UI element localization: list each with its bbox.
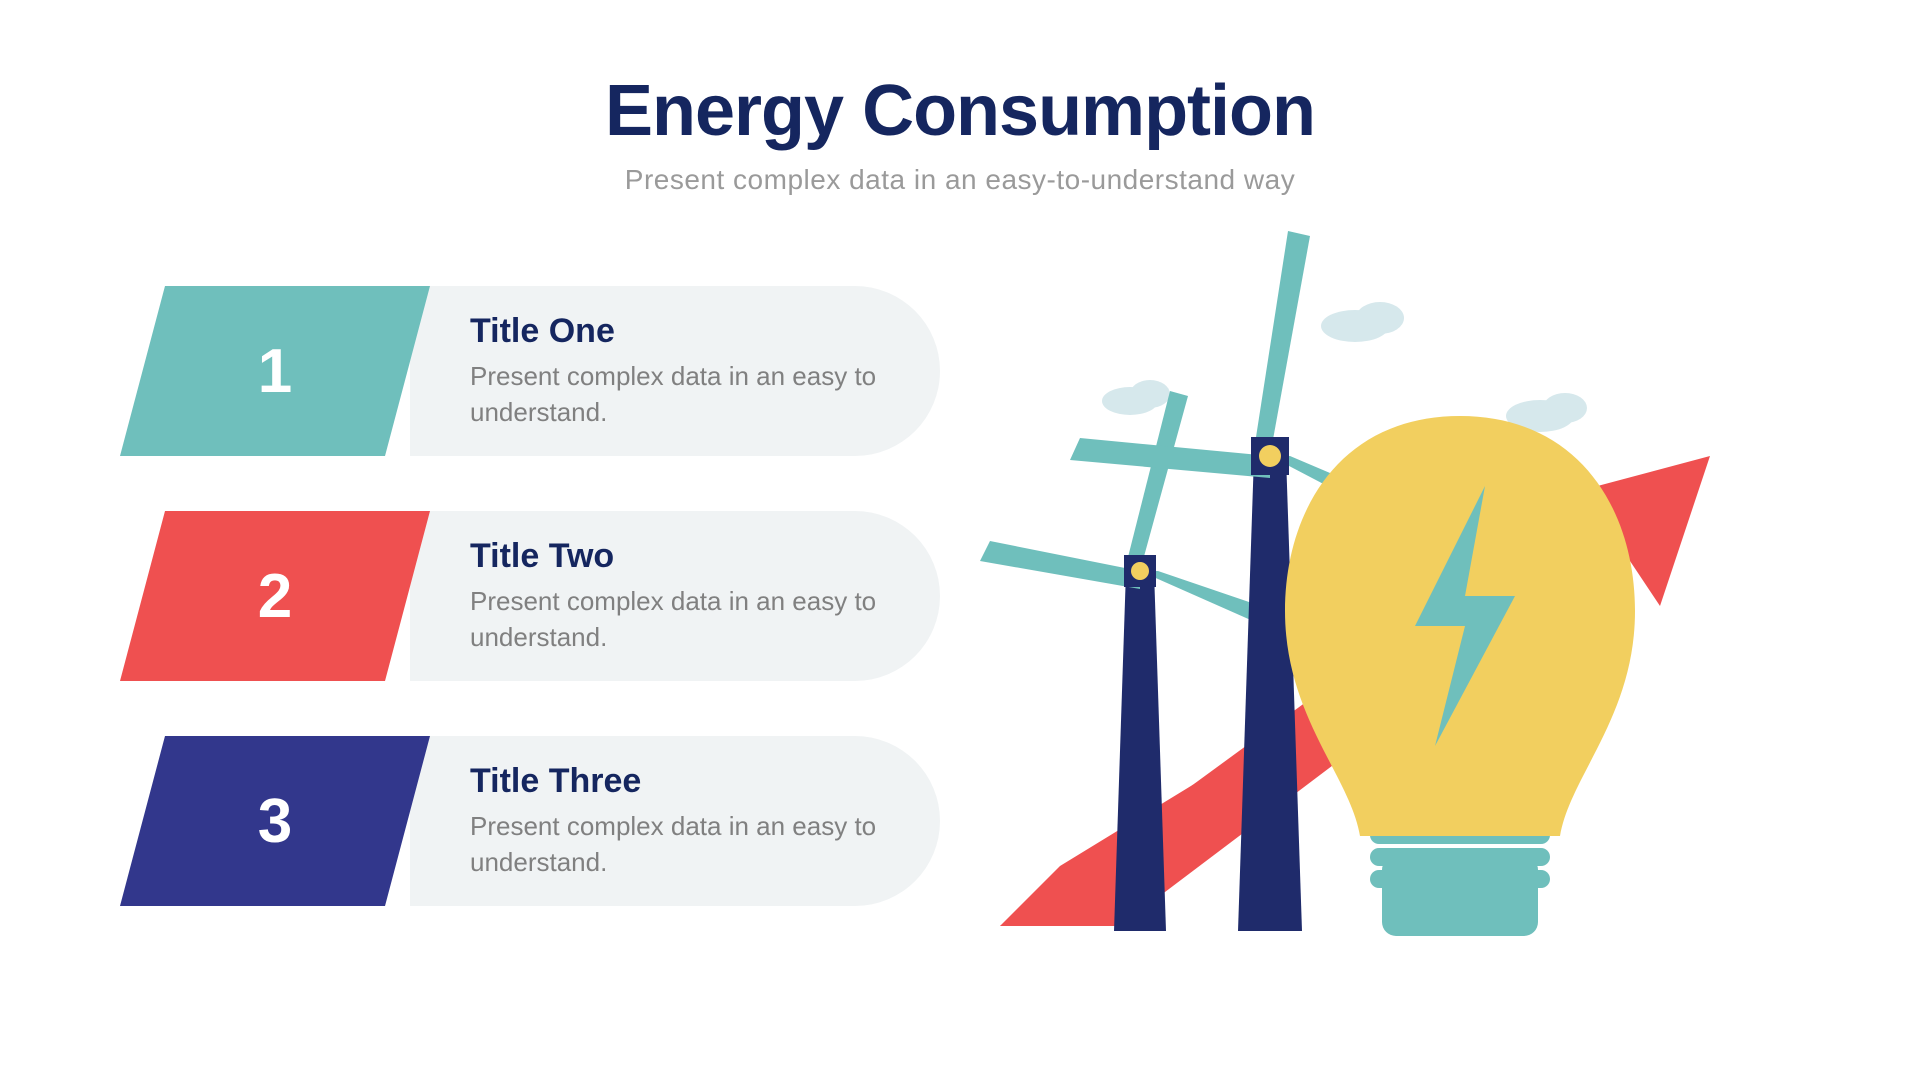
page-title: Energy Consumption bbox=[0, 70, 1920, 152]
content-row: 1 Title One Present complex data in an e… bbox=[0, 286, 1920, 961]
item-number: 1 bbox=[258, 336, 292, 407]
items-column: 1 Title One Present complex data in an e… bbox=[120, 286, 940, 961]
list-item: 2 Title Two Present complex data in an e… bbox=[120, 511, 940, 681]
energy-illustration bbox=[940, 286, 1800, 961]
page-subtitle: Present complex data in an easy-to-under… bbox=[0, 164, 1920, 196]
item-desc: Present complex data in an easy to under… bbox=[470, 359, 880, 429]
item-number: 3 bbox=[258, 786, 292, 857]
item-pill: Title Two Present complex data in an eas… bbox=[410, 511, 940, 681]
list-item: 1 Title One Present complex data in an e… bbox=[120, 286, 940, 456]
item-title: Title Two bbox=[470, 537, 880, 576]
item-number-tab-2: 2 bbox=[120, 511, 430, 681]
item-pill: Title One Present complex data in an eas… bbox=[410, 286, 940, 456]
item-pill: Title Three Present complex data in an e… bbox=[410, 736, 940, 906]
item-desc: Present complex data in an easy to under… bbox=[470, 809, 880, 879]
item-title: Title Three bbox=[470, 762, 880, 801]
list-item: 3 Title Three Present complex data in an… bbox=[120, 736, 940, 906]
lightbulb-icon bbox=[1285, 416, 1635, 936]
item-number-tab-3: 3 bbox=[120, 736, 430, 906]
item-number: 2 bbox=[258, 561, 292, 632]
item-number-tab-1: 1 bbox=[120, 286, 430, 456]
item-desc: Present complex data in an easy to under… bbox=[470, 584, 880, 654]
item-title: Title One bbox=[470, 312, 880, 351]
header: Energy Consumption Present complex data … bbox=[0, 0, 1920, 196]
